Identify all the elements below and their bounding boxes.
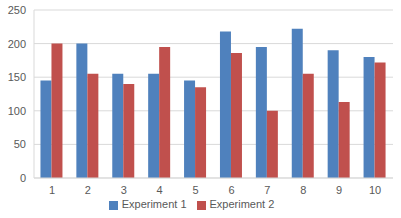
- html-text:Experiment 1: Experiment 1: [121, 198, 187, 210]
- svg-text:200: 200: [8, 38, 26, 50]
- svg-text:8: 8: [300, 184, 306, 196]
- svg-text:1: 1: [49, 184, 55, 196]
- html-text:Experiment 2: Experiment 2: [209, 198, 275, 210]
- svg-text:6: 6: [228, 184, 234, 196]
- svg-text:4: 4: [157, 184, 163, 196]
- svg-text:250: 250: [8, 4, 26, 16]
- svg-text:150: 150: [8, 71, 26, 83]
- svg-text:10: 10: [369, 184, 381, 196]
- svg-text:2: 2: [85, 184, 91, 196]
- svg-text:7: 7: [264, 184, 270, 196]
- svg-text:100: 100: [8, 105, 26, 117]
- svg-text:5: 5: [192, 184, 198, 196]
- svg-text:50: 50: [14, 138, 26, 150]
- svg-text:3: 3: [121, 184, 127, 196]
- svg-text:0: 0: [20, 172, 26, 184]
- svg-text:9: 9: [336, 184, 342, 196]
